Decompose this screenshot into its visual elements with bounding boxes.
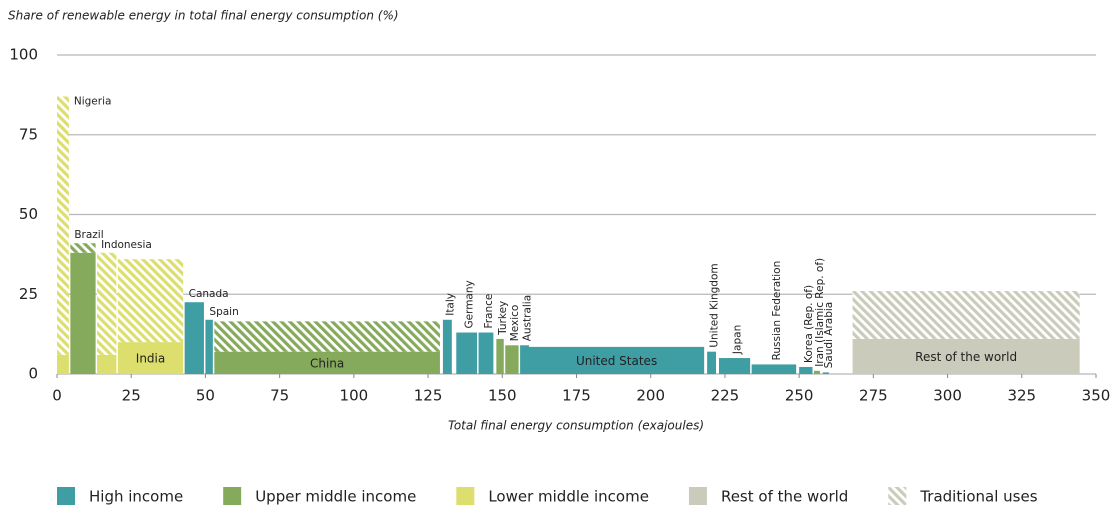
bar-label: Turkey (497, 301, 509, 336)
bar (97, 354, 117, 374)
bar-label: United States (576, 354, 657, 368)
bar (718, 358, 751, 374)
legend-swatch (688, 487, 707, 505)
bar-label: Saudi Arabia (823, 302, 835, 369)
bar (57, 354, 69, 374)
bar-label: Canada (189, 288, 229, 300)
bar-label: Rest of the world (915, 350, 1017, 364)
traditional-bar (70, 243, 96, 253)
bar (496, 338, 504, 374)
bar (184, 302, 204, 374)
bar-label: Brazil (74, 229, 103, 241)
bar-label: France (483, 294, 495, 329)
x-tick-label: 25 (122, 387, 141, 405)
traditional-bar (852, 291, 1080, 339)
x-tick-label: 175 (562, 387, 591, 405)
bar (520, 345, 530, 374)
y-tick-label: 75 (19, 125, 38, 143)
bar (813, 370, 820, 374)
legend-swatch (57, 487, 75, 505)
bar-label: China (310, 356, 344, 370)
bar-label: United Kingdom (709, 263, 721, 347)
x-tick-label: 275 (859, 387, 888, 405)
bar (529, 346, 705, 374)
bar-label: Indonesia (101, 239, 152, 251)
bar (456, 332, 478, 374)
legend-label: High income (89, 488, 183, 506)
x-tick-label: 350 (1082, 387, 1111, 405)
x-tick-label: 300 (933, 387, 962, 405)
legend-label: Rest of the world (721, 488, 848, 506)
bar-label: Japan (732, 325, 744, 355)
legend-swatch (888, 487, 907, 505)
traditional-bar (117, 259, 184, 343)
bar (205, 319, 213, 374)
x-tick-label: 250 (785, 387, 814, 405)
bar (117, 342, 184, 374)
x-tick-label: 325 (1007, 387, 1036, 405)
bar-label: Iran (Islamic Rep. of) (814, 258, 826, 367)
traditional-bar (214, 321, 440, 352)
x-tick-label: 50 (196, 387, 215, 405)
legend-label: Traditional uses (919, 488, 1037, 506)
x-tick-label: 0 (52, 387, 62, 405)
x-tick-label: 100 (340, 387, 369, 405)
x-tick-label: 75 (270, 387, 289, 405)
y-tick-label: 25 (19, 285, 38, 303)
x-axis-label: Total final energy consumption (exajoule… (448, 419, 704, 433)
bar-label: Nigeria (74, 95, 112, 107)
x-tick-label: 150 (488, 387, 517, 405)
bar (707, 351, 717, 374)
bar (505, 345, 519, 374)
legend-swatch (456, 487, 475, 505)
traditional-bar (57, 96, 69, 355)
x-tick-label: 200 (636, 387, 665, 405)
bar-label: Germany (464, 280, 476, 328)
y-tick-label: 100 (9, 46, 38, 64)
bar (799, 366, 813, 374)
bar (478, 332, 494, 374)
traditional-bar (97, 252, 117, 355)
bar-label: Australia (522, 295, 534, 341)
bar-label: Spain (209, 306, 238, 318)
y-tick-label: 0 (28, 365, 38, 383)
legend-swatch (223, 487, 242, 505)
bar (70, 252, 96, 374)
x-tick-label: 225 (711, 387, 740, 405)
bar (822, 372, 829, 374)
bar-label: Russian Federation (771, 261, 783, 361)
bar (751, 364, 797, 374)
bar (852, 338, 1080, 374)
y-tick-label: 50 (19, 205, 38, 223)
bar (214, 351, 440, 374)
bar (442, 319, 452, 374)
legend-label: Upper middle income (255, 488, 416, 506)
x-tick-label: 125 (414, 387, 443, 405)
bar-label: Mexico (509, 305, 521, 342)
bar-label: India (136, 352, 165, 366)
bar-label: Italy (444, 293, 456, 316)
legend-label: Lower middle income (488, 488, 649, 506)
chart-title: Share of renewable energy in total final… (8, 9, 399, 23)
bar-label: Korea (Rep. of) (803, 285, 815, 363)
